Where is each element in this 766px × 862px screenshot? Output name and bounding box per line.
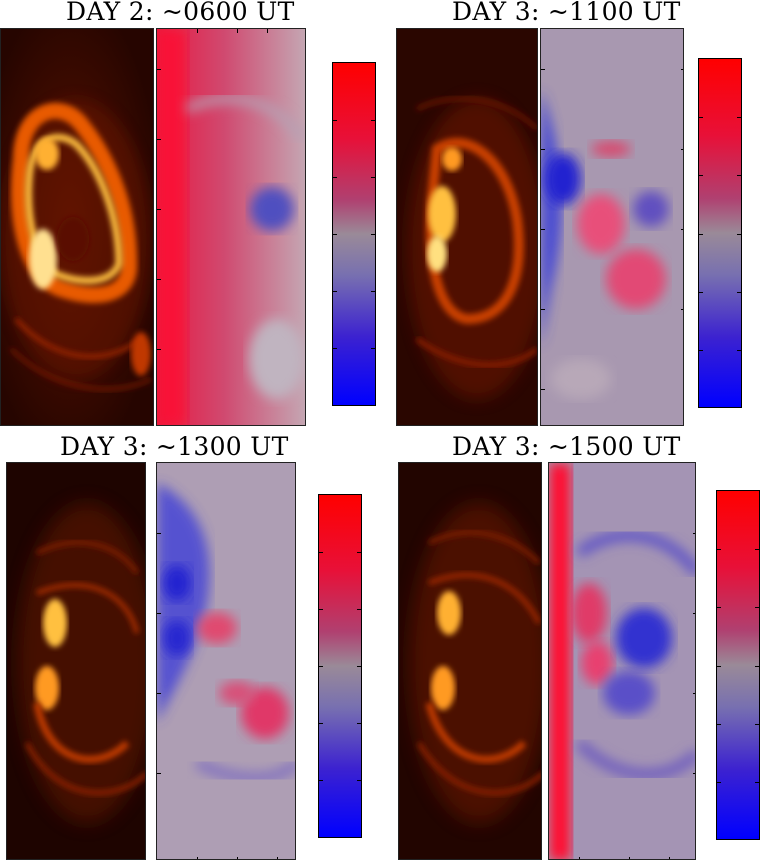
- axis-ticks: [549, 463, 695, 859]
- doppler-velocity-image: [540, 28, 684, 426]
- velocity-colorbar: [318, 494, 362, 838]
- panel-title: DAY 3: ~1300 UT: [60, 432, 289, 461]
- velocity-colorbar: [332, 62, 376, 406]
- intensity-image: [396, 28, 538, 426]
- axis-ticks: [541, 29, 683, 425]
- doppler-velocity-image: [548, 462, 696, 860]
- velocity-colorbar: [698, 58, 742, 408]
- panel-title: DAY 2: ~0600 UT: [66, 0, 295, 26]
- doppler-velocity-image: [156, 462, 296, 860]
- velocity-colorbar: [716, 490, 760, 840]
- intensity-image: [6, 462, 146, 860]
- panel-title: DAY 3: ~1100 UT: [452, 0, 681, 26]
- panel-title: DAY 3: ~1500 UT: [452, 432, 681, 461]
- intensity-image: [0, 28, 154, 426]
- intensity-image: [398, 462, 542, 860]
- axis-ticks: [157, 29, 305, 425]
- axis-ticks: [157, 463, 295, 859]
- doppler-velocity-image: [156, 28, 306, 426]
